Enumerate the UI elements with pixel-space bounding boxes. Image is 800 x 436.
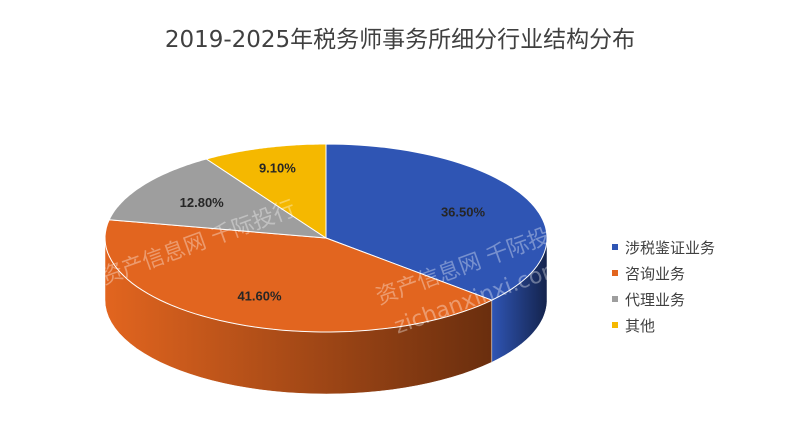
legend-item: 代理业务 — [612, 286, 715, 312]
legend-label: 涉税鉴证业务 — [625, 238, 716, 257]
data-label-2: 12.80% — [180, 195, 225, 210]
data-label-0: 36.50% — [441, 205, 486, 220]
legend: 涉税鉴证业务 咨询业务代理业务其他 — [612, 234, 715, 338]
pie-slice-0 — [325, 143, 548, 301]
pie-slice-3 — [205, 143, 327, 239]
data-label-3: 9.10% — [259, 161, 296, 176]
chart-title: 2019-2025年税务师事务所细分行业结构分布 — [164, 27, 636, 53]
legend-label: 咨询业务 — [625, 264, 686, 283]
legend-item: 涉税鉴证业务 — [612, 234, 715, 260]
legend-swatch — [612, 270, 618, 276]
legend-swatch — [612, 322, 618, 328]
pie-slice-1 — [104, 219, 494, 333]
legend-label: 其他 — [625, 316, 656, 335]
legend-item: 咨询业务 — [612, 260, 715, 286]
legend-label: 代理业务 — [625, 290, 686, 309]
data-label-1: 41.60% — [237, 288, 282, 303]
legend-swatch — [612, 244, 618, 250]
legend-item: 其他 — [612, 312, 715, 338]
pie-slice-2 — [108, 158, 327, 239]
legend-swatch — [612, 296, 618, 302]
